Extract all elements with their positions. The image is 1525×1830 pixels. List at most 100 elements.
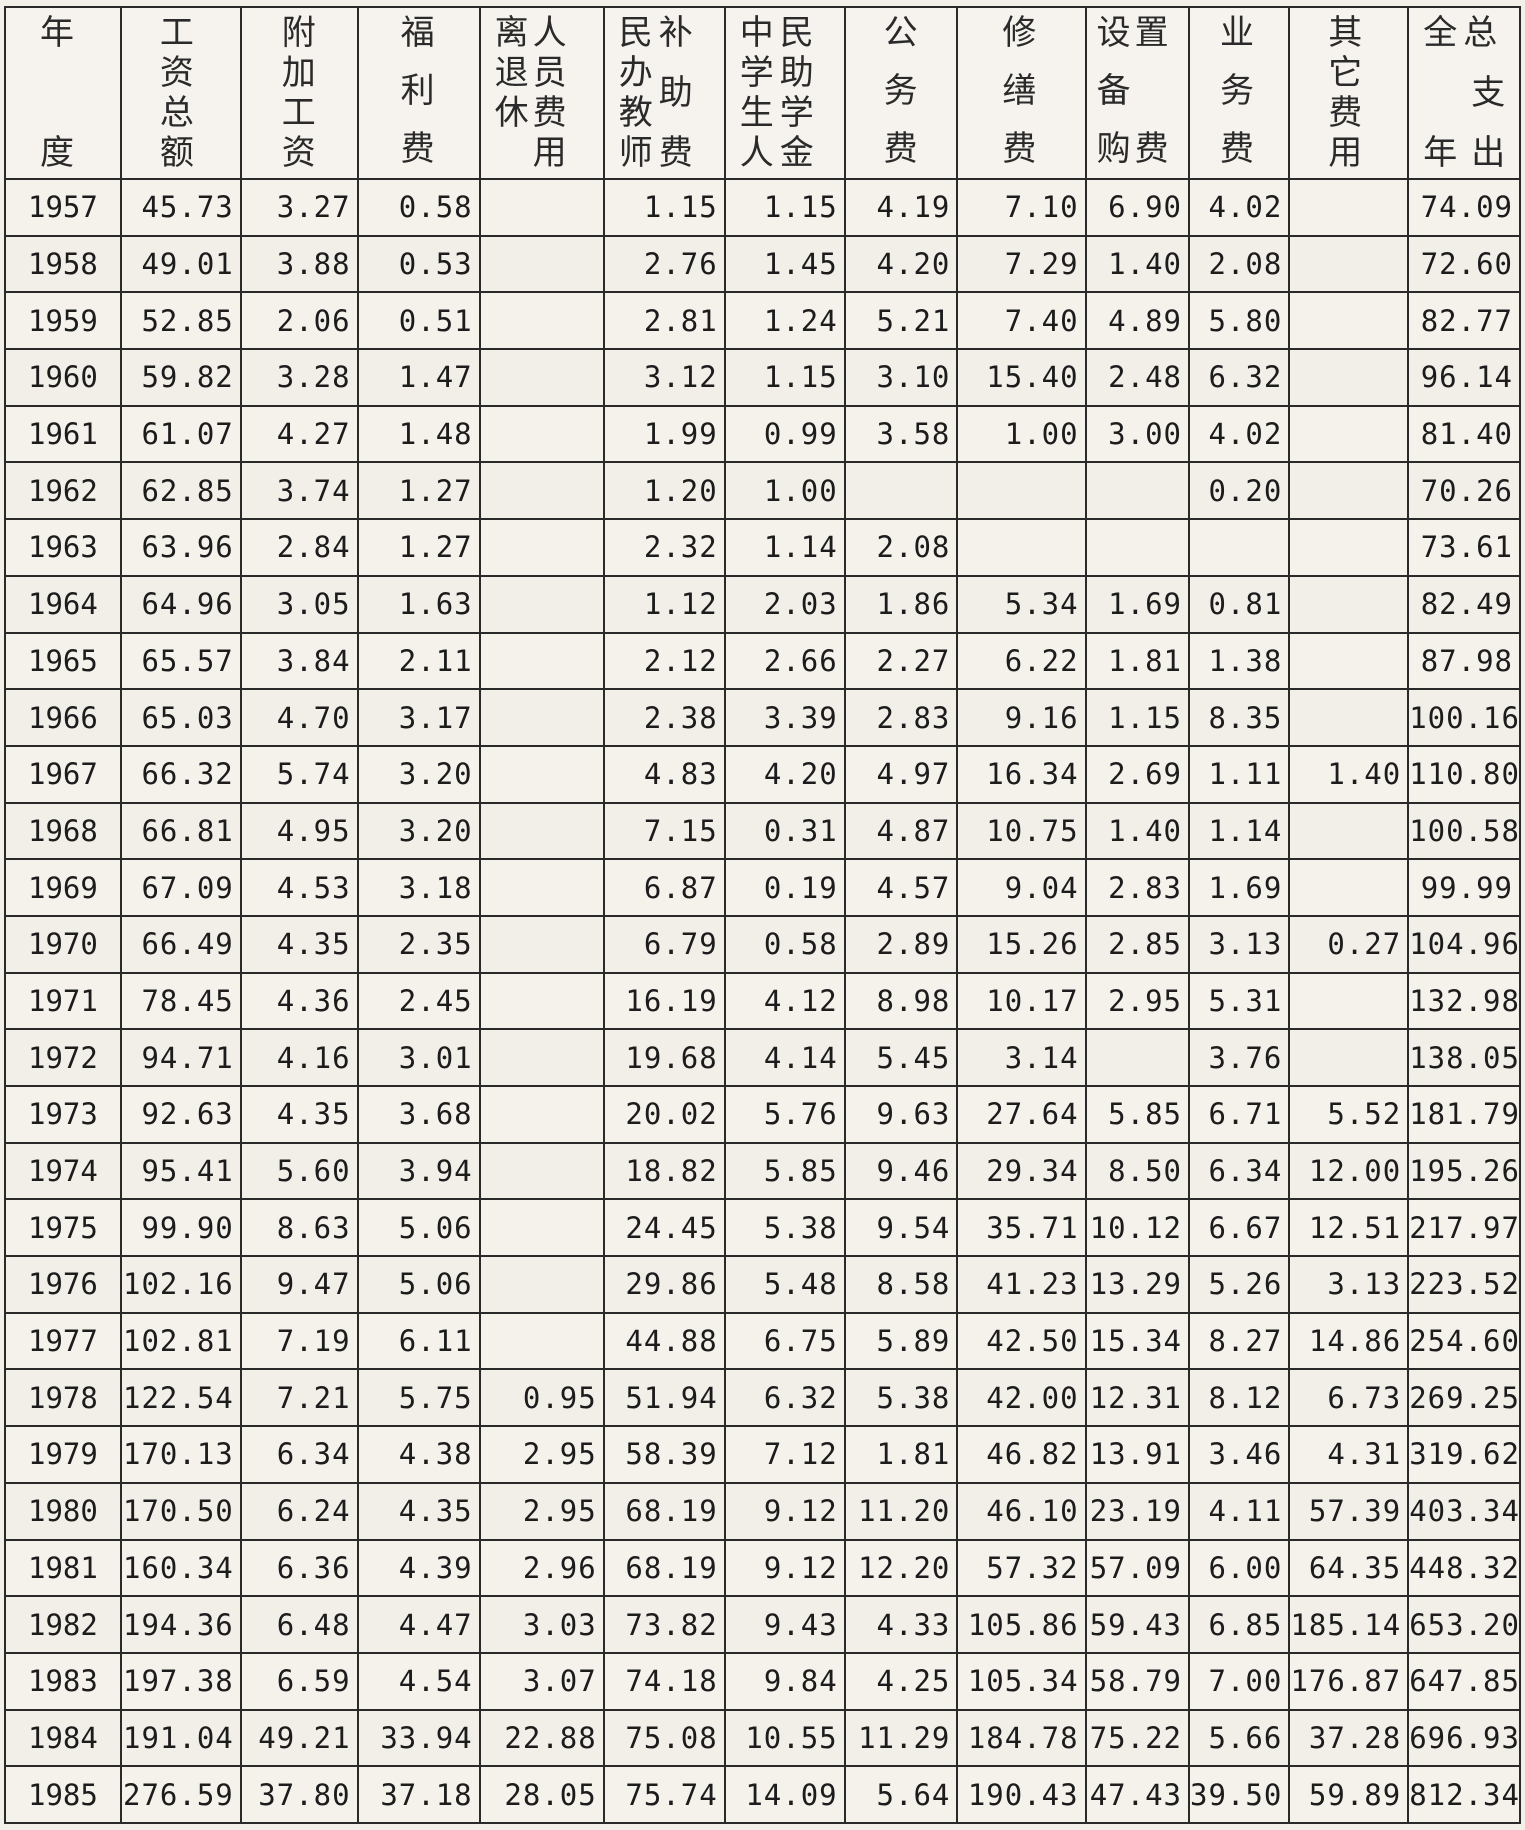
cell-business: 4.11 bbox=[1187, 1481, 1291, 1541]
cell-minban: 2.81 bbox=[602, 291, 726, 351]
cell-welfare: 1.27 bbox=[356, 461, 481, 521]
expenditure-table: 年 度 工 资 总 额 附 加 工 bbox=[4, 6, 1521, 1824]
cell-total: 696.93 bbox=[1407, 1708, 1521, 1768]
cell-office bbox=[843, 461, 959, 521]
cell-minban: 24.45 bbox=[602, 1198, 726, 1258]
cell-welfare: 1.63 bbox=[356, 574, 481, 634]
header-char: 教 bbox=[618, 93, 653, 133]
header-wages: 工 资 总 额 bbox=[119, 6, 242, 180]
cell-retired: 2.96 bbox=[478, 1538, 605, 1598]
cell-welfare: 3.20 bbox=[356, 801, 481, 861]
cell-business: 1.69 bbox=[1187, 858, 1291, 917]
cell-extra: 6.24 bbox=[239, 1481, 359, 1541]
table-row: 1984 191.04 49.21 33.94 22.88 75.08 10.55 11.29… bbox=[4, 1708, 1521, 1768]
cell-minban: 68.19 bbox=[602, 1481, 726, 1541]
cell-repair: 16.34 bbox=[956, 744, 1087, 804]
cell-year: 1964 bbox=[4, 574, 122, 634]
cell-year: 1976 bbox=[4, 1255, 122, 1314]
cell-other bbox=[1288, 518, 1410, 577]
cell-extra: 4.70 bbox=[239, 688, 359, 747]
cell-extra: 6.34 bbox=[239, 1425, 359, 1484]
header-char: 费 bbox=[1002, 129, 1037, 169]
cell-minban: 16.19 bbox=[602, 971, 726, 1031]
header-char: 员 bbox=[532, 53, 567, 93]
table-row: 1964 64.96 3.05 1.63 1.12 2.03 1.86 5.34 1.69 0.8… bbox=[4, 574, 1521, 634]
header-char: 务 bbox=[883, 71, 918, 111]
header-char: 它 bbox=[1328, 53, 1363, 93]
cell-wages: 102.81 bbox=[119, 1311, 242, 1371]
cell-repair: 27.64 bbox=[956, 1085, 1087, 1144]
cell-minban: 19.68 bbox=[602, 1028, 726, 1087]
cell-welfare: 6.11 bbox=[356, 1311, 481, 1371]
cell-student: 5.76 bbox=[723, 1085, 846, 1144]
cell-repair: 29.34 bbox=[956, 1141, 1087, 1201]
cell-business: 1.14 bbox=[1187, 801, 1291, 861]
cell-student: 1.15 bbox=[723, 178, 846, 237]
header-char: 福 bbox=[400, 13, 435, 53]
cell-retired bbox=[478, 971, 605, 1031]
cell-wages: 94.71 bbox=[119, 1028, 242, 1087]
table-row: 1961 61.07 4.27 1.48 1.99 0.99 3.58 1.00 3.00 4.0… bbox=[4, 404, 1521, 464]
header-other: 其 它 费 用 bbox=[1288, 6, 1410, 180]
header-char: 出 bbox=[1471, 133, 1506, 173]
cell-other: 5.52 bbox=[1288, 1085, 1410, 1144]
header-char: 公 bbox=[883, 13, 918, 53]
cell-other bbox=[1288, 688, 1410, 747]
table-row: 1976 102.16 9.47 5.06 29.86 5.48 8.58 41.23 13.2… bbox=[4, 1255, 1521, 1314]
cell-wages: 95.41 bbox=[119, 1141, 242, 1201]
header-char: 总 bbox=[159, 93, 194, 133]
cell-office: 4.19 bbox=[843, 178, 959, 237]
cell-year: 1966 bbox=[4, 688, 122, 747]
cell-other: 176.87 bbox=[1288, 1651, 1410, 1711]
cell-equip: 59.43 bbox=[1084, 1595, 1191, 1654]
cell-retired bbox=[478, 688, 605, 747]
cell-repair: 5.34 bbox=[956, 574, 1087, 634]
cell-welfare: 3.20 bbox=[356, 744, 481, 804]
cell-student: 2.03 bbox=[723, 574, 846, 634]
cell-business bbox=[1187, 518, 1291, 577]
cell-extra: 4.16 bbox=[239, 1028, 359, 1087]
header-char: 金 bbox=[779, 133, 814, 173]
cell-repair: 42.50 bbox=[956, 1311, 1087, 1371]
cell-wages: 64.96 bbox=[119, 574, 242, 634]
header-char: 业 bbox=[1220, 13, 1254, 53]
cell-repair: 10.17 bbox=[956, 971, 1087, 1031]
cell-retired bbox=[478, 914, 605, 974]
cell-retired: 3.07 bbox=[478, 1651, 605, 1711]
cell-wages: 122.54 bbox=[119, 1368, 242, 1428]
cell-student: 1.24 bbox=[723, 291, 846, 351]
cell-extra: 7.21 bbox=[239, 1368, 359, 1428]
cell-retired bbox=[478, 404, 605, 464]
cell-business: 6.71 bbox=[1187, 1085, 1291, 1144]
cell-extra: 3.74 bbox=[239, 461, 359, 521]
table-row: 1980 170.50 6.24 4.35 2.95 68.19 9.12 11.20 46.1… bbox=[4, 1481, 1521, 1541]
table-row: 1958 49.01 3.88 0.53 2.76 1.45 4.20 7.29 1.40 2.0… bbox=[4, 234, 1521, 294]
cell-welfare: 1.48 bbox=[356, 404, 481, 464]
cell-equip: 6.90 bbox=[1084, 178, 1191, 237]
cell-student: 1.15 bbox=[723, 348, 846, 407]
header-char: 额 bbox=[159, 133, 194, 173]
header-char: 退 bbox=[494, 53, 529, 93]
cell-student: 7.12 bbox=[723, 1425, 846, 1484]
cell-wages: 170.13 bbox=[119, 1425, 242, 1484]
cell-minban: 18.82 bbox=[602, 1141, 726, 1201]
table-row: 1978 122.54 7.21 5.75 0.95 51.94 6.32 5.38 42.00… bbox=[4, 1368, 1521, 1428]
cell-business: 6.67 bbox=[1187, 1198, 1291, 1258]
cell-retired: 2.95 bbox=[478, 1425, 605, 1484]
cell-welfare: 1.47 bbox=[356, 348, 481, 407]
cell-repair: 10.75 bbox=[956, 801, 1087, 861]
cell-business: 6.85 bbox=[1187, 1595, 1291, 1654]
cell-student: 0.99 bbox=[723, 404, 846, 464]
cell-other: 6.73 bbox=[1288, 1368, 1410, 1428]
table-row: 1960 59.82 3.28 1.47 3.12 1.15 3.10 15.40 2.48 6.… bbox=[4, 348, 1521, 407]
header-char: 用 bbox=[532, 133, 567, 173]
table-row: 1972 94.71 4.16 3.01 19.68 4.14 5.45 3.14 3.76 13… bbox=[4, 1028, 1521, 1087]
header-char: 费 bbox=[658, 133, 693, 173]
cell-repair: 35.71 bbox=[956, 1198, 1087, 1258]
cell-year: 1982 bbox=[4, 1595, 122, 1654]
cell-office: 5.45 bbox=[843, 1028, 959, 1087]
cell-minban: 6.87 bbox=[602, 858, 726, 917]
cell-minban: 1.12 bbox=[602, 574, 726, 634]
table-row: 1962 62.85 3.74 1.27 1.20 1.00 0.20 70.26 bbox=[4, 461, 1521, 521]
